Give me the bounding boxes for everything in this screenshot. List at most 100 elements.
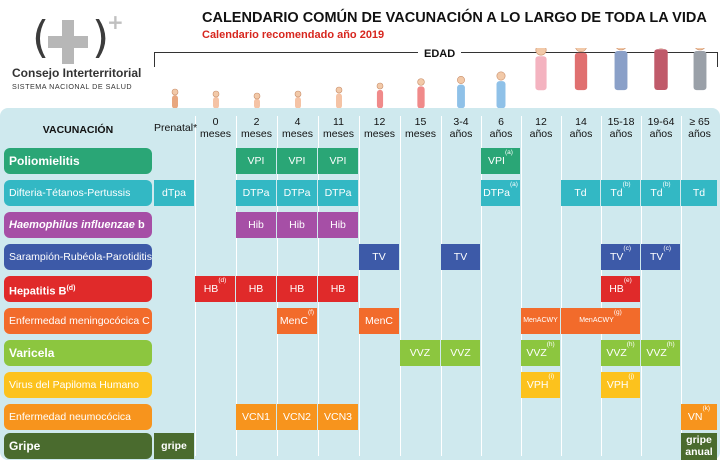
dose-cell: MenACWY (521, 308, 560, 334)
dose-footnote-ref: (h) (626, 341, 635, 348)
dose-label: VVZ (450, 347, 471, 359)
column-divider (441, 116, 442, 456)
dose-footnote-ref: (k) (702, 405, 711, 412)
dose-cell: VPH(j) (601, 372, 640, 398)
dose-label: VVZ (606, 347, 627, 359)
age-column-unit: años (489, 128, 513, 140)
dose-cell: Hib (318, 212, 358, 238)
dose-cell: dTpa (154, 180, 194, 206)
vaccine-name: Enfermedad meningocócica C (9, 315, 150, 327)
age-column-header: 4 meses (277, 116, 318, 144)
dose-footnote-ref: (c) (623, 245, 631, 252)
dose-footnote-ref: (h) (666, 341, 675, 348)
dose-label: dTpa (162, 187, 186, 199)
dose-label: HB (203, 283, 219, 295)
dose-cell: DTPa (318, 180, 358, 206)
dose-cell: DTPa (236, 180, 276, 206)
dose-label: TV (609, 251, 624, 263)
age-column-header: 12 meses (359, 116, 400, 144)
dose-label: Hib (330, 219, 346, 231)
teen-icon (535, 48, 547, 91)
dose-cell: Td(b) (601, 180, 640, 206)
age-column-unit: años (449, 128, 473, 140)
page-subtitle: Calendario recomendado año 2019 (202, 29, 385, 41)
age-column-header: 2 meses (236, 116, 277, 144)
dose-cell: VVZ (441, 340, 480, 366)
vaccine-name-suffix: b (134, 219, 145, 231)
child-icon (457, 76, 465, 109)
dose-label: VPH (606, 379, 629, 391)
dose-footnote-ref: (a) (504, 149, 513, 156)
dose-cell: VPH(i) (521, 372, 560, 398)
dose-label: MenC (279, 315, 308, 327)
vaccine-label: Difteria-Tétanos-Pertussis (4, 180, 152, 206)
baby-icon (294, 90, 301, 109)
dose-cell: MenC (359, 308, 399, 334)
column-divider (561, 116, 562, 456)
age-column-unit: meses (364, 128, 395, 140)
cross-logo-icon (48, 20, 88, 64)
age-column-unit: meses (405, 128, 436, 140)
logo: ( ) + Consejo Interterritorial SISTEMA N… (10, 8, 150, 100)
dose-cell: VCN1 (236, 404, 276, 430)
age-column-unit: meses (323, 128, 354, 140)
dose-footnote-ref: (i) (548, 373, 555, 380)
dose-footnote-ref: (d) (218, 277, 227, 284)
dose-footnote-ref: (c) (663, 245, 671, 252)
vaccine-name: Virus del Papiloma Humano (9, 379, 139, 391)
vaccine-name: Difteria-Tétanos-Pertussis (9, 187, 131, 199)
dose-cell: VVZ(h) (601, 340, 640, 366)
age-column-value: 15-18 (607, 116, 635, 128)
age-column-unit: años (609, 128, 633, 140)
dose-footnote-ref: (e) (623, 277, 632, 284)
column-divider (641, 116, 642, 456)
dose-cell: VPI (277, 148, 317, 174)
plus-icon: + (107, 10, 124, 34)
dose-cell: MenACWY(g) (561, 308, 640, 334)
dose-cell: Hib (236, 212, 276, 238)
vaccine-name: Enfermedad neumocócica (9, 411, 131, 423)
age-column-unit: años (688, 128, 711, 140)
page-title: CALENDARIO COMÚN DE VACUNACIÓN A LO LARG… (202, 10, 707, 26)
adult-icon (654, 48, 668, 91)
dose-label: VPI (288, 155, 306, 167)
dose-cell: Td (561, 180, 600, 206)
age-column-header: 19-64 años (641, 116, 681, 144)
dose-label: Td (574, 187, 587, 199)
age-column-value: ≥ 65 (689, 116, 710, 128)
dose-cell: gripe (154, 433, 194, 459)
vaccine-name: Haemophilus influenzae (9, 219, 135, 231)
teen-icon (574, 48, 588, 91)
age-column-unit: años (569, 128, 593, 140)
vaccine-label: Sarampión-Rubéola-Parotiditis (4, 244, 152, 270)
column-divider (521, 116, 522, 456)
age-column-header: ≥ 65 años (681, 116, 718, 144)
age-column-unit: meses (241, 128, 272, 140)
age-column-header: 11 meses (318, 116, 359, 144)
vaccine-label: Poliomielitis (4, 148, 152, 174)
age-column-unit: meses (200, 128, 231, 140)
dose-label: VCN2 (282, 411, 311, 423)
dose-cell: HB (277, 276, 317, 302)
age-column-header: 0 meses (195, 116, 236, 144)
dose-cell: MenC(f) (277, 308, 317, 334)
dose-label: MenACWY (579, 317, 614, 324)
dose-cell: VVZ(h) (521, 340, 560, 366)
dose-cell: VCN3 (318, 404, 358, 430)
baby-icon (335, 86, 342, 109)
newborn-icon (212, 90, 219, 109)
age-label: EDAD (418, 48, 462, 60)
age-column-header: 6 años (481, 116, 521, 144)
dose-label: VPI (329, 155, 347, 167)
age-column-value: 12 (535, 116, 547, 128)
vaccine-label: Enfermedad neumocócica (4, 404, 152, 430)
vaccine-label: Gripe (4, 433, 152, 459)
dose-cell: Td(b) (641, 180, 680, 206)
dose-label: VPI (247, 155, 265, 167)
vaccination-header: VACUNACIÓN (42, 124, 114, 136)
dose-label: HB (609, 283, 624, 295)
org-name: Consejo Interterritorial (12, 66, 142, 80)
age-column-value: Prenatal* (154, 122, 198, 134)
dose-cell: HB(d) (195, 276, 235, 302)
dose-cell: VCN2 (277, 404, 317, 430)
